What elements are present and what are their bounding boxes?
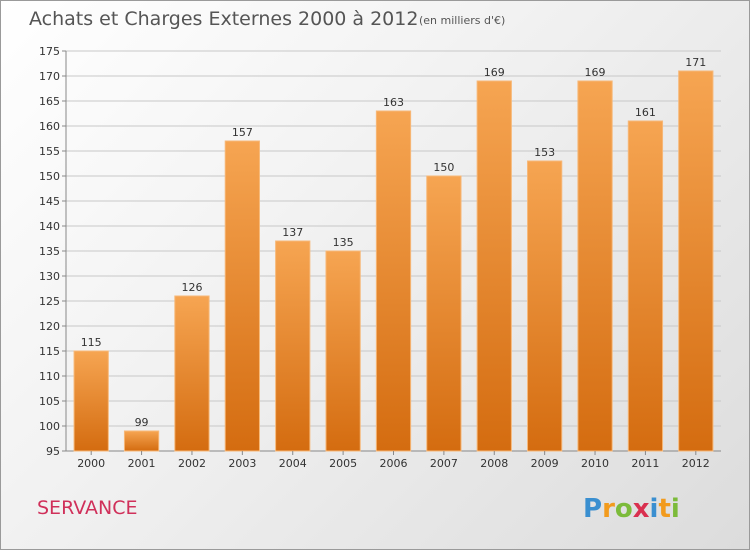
value-label: 163 (383, 96, 404, 109)
y-tick-label: 135 (39, 245, 60, 258)
value-label: 157 (232, 126, 253, 139)
x-tick-label: 2005 (329, 457, 357, 470)
bar (527, 160, 563, 452)
bar (325, 250, 361, 452)
y-tick-label: 100 (39, 420, 60, 433)
bars (73, 70, 714, 452)
logo-letter: o (615, 494, 633, 524)
y-tick-label: 125 (39, 295, 60, 308)
y-tick-label: 105 (39, 395, 60, 408)
y-tick-label: 130 (39, 270, 60, 283)
value-label: 153 (534, 146, 555, 159)
chart-title: Achats et Charges Externes 2000 à 2012 (29, 8, 418, 30)
logo-letter: P (583, 494, 602, 524)
x-tick-label: 2001 (128, 457, 156, 470)
value-label: 171 (685, 56, 706, 69)
chart-subtitle: (en milliers d'€) (419, 14, 505, 27)
y-tick-label: 145 (39, 195, 60, 208)
y-tick-label: 160 (39, 120, 60, 133)
bar (627, 120, 664, 452)
x-tick-label: 2010 (581, 457, 609, 470)
value-label: 161 (635, 106, 656, 119)
value-labels: 115 99 126 157 137 135 163 150 169 153 169 161 171 (81, 56, 707, 429)
bar (375, 110, 412, 452)
bar (577, 80, 613, 452)
y-tick-label: 95 (46, 445, 60, 458)
x-tick-label: 2000 (77, 457, 105, 470)
x-tick-label: 2012 (682, 457, 710, 470)
value-label: 126 (181, 281, 202, 294)
y-tick-label: 140 (39, 220, 60, 233)
value-label: 169 (484, 66, 505, 79)
bar (678, 70, 714, 452)
y-tick-label: 155 (39, 145, 60, 158)
value-label: 115 (81, 336, 102, 349)
bar (275, 240, 311, 452)
x-tick-label: 2008 (480, 457, 508, 470)
logo-letter: t (658, 494, 670, 524)
value-label: 169 (585, 66, 606, 79)
logo-letter: i (671, 494, 680, 524)
bar (426, 175, 462, 452)
x-tick-label: 2006 (380, 457, 408, 470)
y-tick-label: 120 (39, 320, 60, 333)
bar (174, 295, 210, 452)
x-tick-label: 2011 (631, 457, 659, 470)
bar (224, 140, 260, 452)
x-tick-label: 2004 (279, 457, 307, 470)
value-label: 135 (333, 236, 354, 249)
y-tick-label: 115 (39, 345, 60, 358)
x-tick-label: 2002 (178, 457, 206, 470)
proxiti-logo: Proxiti (583, 494, 680, 524)
y-tick-label: 165 (39, 95, 60, 108)
value-label: 150 (433, 161, 454, 174)
bar (73, 350, 109, 452)
commune-name: SERVANCE (37, 497, 138, 519)
logo-letter: r (602, 494, 615, 524)
y-tick-label: 110 (39, 370, 60, 383)
y-tick-label: 170 (39, 70, 60, 83)
y-tick-label: 175 (39, 45, 60, 58)
bar (123, 430, 160, 452)
x-axis-ticks: 2000 2001 2002 2003 2004 2005 2006 2007 2008 2009… (77, 451, 710, 470)
logo-letter: i (650, 494, 659, 524)
bar (476, 80, 512, 452)
y-tick-label: 150 (39, 170, 60, 183)
x-tick-label: 2007 (430, 457, 458, 470)
value-label: 99 (135, 416, 149, 429)
x-tick-label: 2003 (228, 457, 256, 470)
logo-letter: x (633, 494, 650, 524)
value-label: 137 (282, 226, 303, 239)
x-tick-label: 2009 (531, 457, 559, 470)
